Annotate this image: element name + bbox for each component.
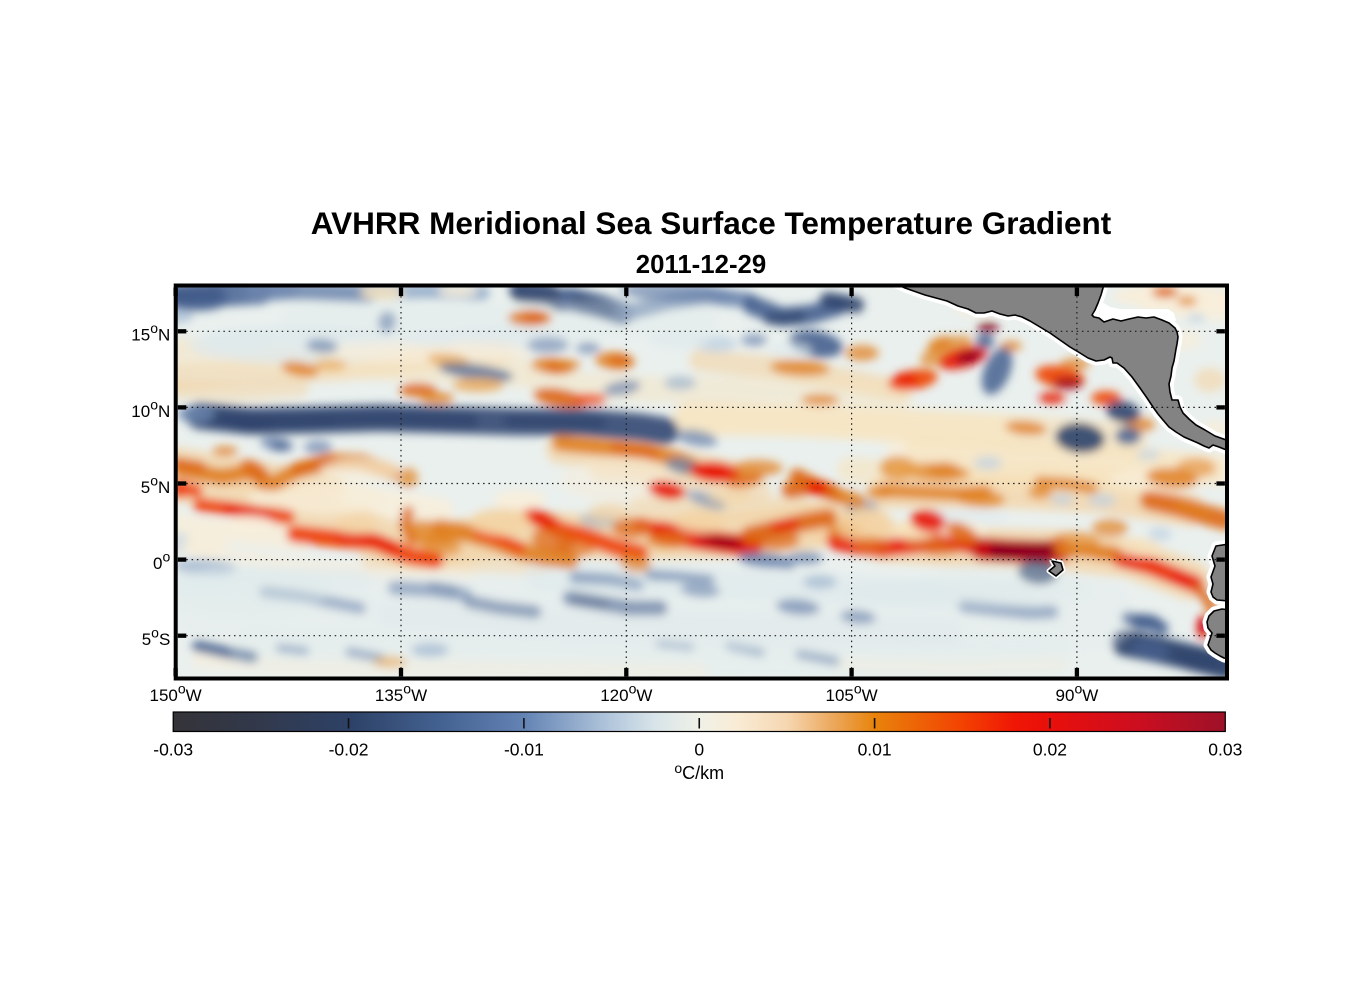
- svg-text:15oN: 15oN: [131, 320, 170, 345]
- svg-text:150oW: 150oW: [149, 681, 201, 706]
- svg-text:0.02: 0.02: [1033, 740, 1067, 760]
- svg-text:5oN: 5oN: [141, 472, 171, 497]
- svg-text:135oW: 135oW: [375, 681, 427, 706]
- svg-text:120oW: 120oW: [600, 681, 652, 706]
- svg-text:oC/km: oC/km: [674, 760, 724, 783]
- svg-text:AVHRR Meridional Sea Surface T: AVHRR Meridional Sea Surface Temperature…: [311, 205, 1112, 241]
- svg-text:0: 0: [694, 740, 704, 760]
- svg-text:2011-12-29: 2011-12-29: [636, 251, 767, 279]
- svg-text:5oS: 5oS: [142, 625, 171, 650]
- svg-text:0o: 0o: [153, 549, 170, 574]
- svg-text:105oW: 105oW: [825, 681, 877, 706]
- svg-text:10oN: 10oN: [131, 396, 170, 421]
- svg-text:90oW: 90oW: [1056, 681, 1099, 706]
- svg-text:-0.01: -0.01: [504, 740, 544, 760]
- svg-text:-0.02: -0.02: [329, 740, 369, 760]
- svg-text:0.01: 0.01: [858, 740, 892, 760]
- svg-text:0.03: 0.03: [1208, 740, 1242, 760]
- svg-text:-0.03: -0.03: [153, 740, 193, 760]
